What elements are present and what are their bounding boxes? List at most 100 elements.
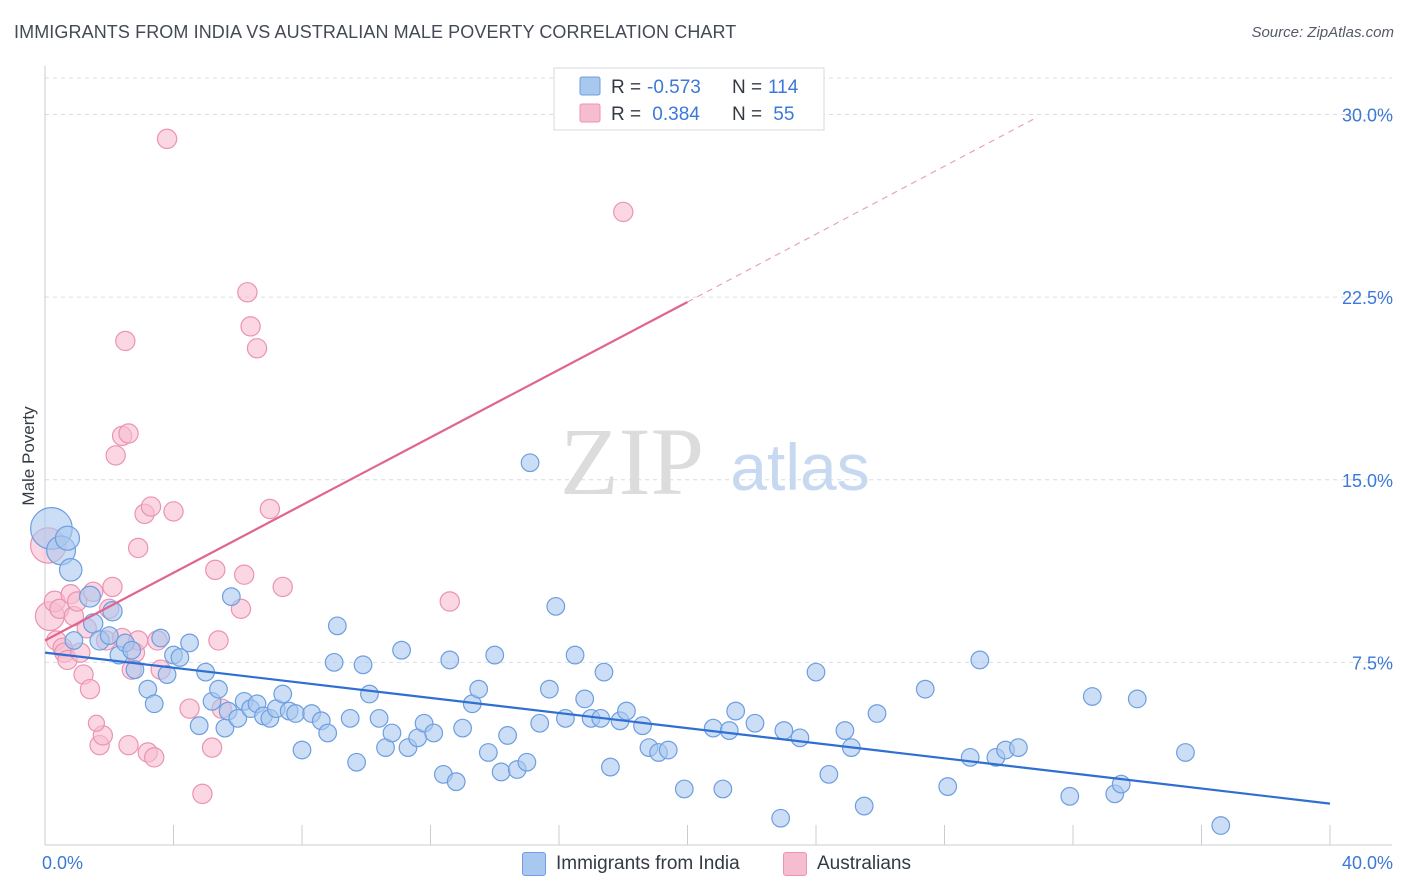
point-australians-41 bbox=[201, 737, 223, 758]
point-india-14 bbox=[151, 628, 171, 648]
point-australians-54 bbox=[87, 714, 106, 732]
legend-r-label-1: R = bbox=[611, 77, 641, 98]
point-australians-52 bbox=[439, 591, 460, 612]
point-india-26 bbox=[228, 708, 248, 728]
point-india-94 bbox=[835, 721, 855, 740]
x-tick-label-min: 0.0% bbox=[42, 853, 83, 873]
point-india-5 bbox=[82, 613, 104, 634]
chart-source: Source: ZipAtlas.com bbox=[1251, 24, 1394, 41]
point-india-46 bbox=[369, 708, 389, 728]
point-india-4 bbox=[78, 585, 101, 608]
point-australians-46 bbox=[233, 564, 255, 585]
point-india-65 bbox=[517, 752, 537, 772]
point-india-109 bbox=[1127, 689, 1147, 709]
point-india-59 bbox=[469, 679, 489, 699]
point-india-82 bbox=[658, 740, 678, 760]
point-australians-42 bbox=[205, 559, 226, 581]
point-india-79 bbox=[633, 716, 652, 736]
data-points bbox=[30, 128, 1231, 835]
point-india-13 bbox=[144, 694, 164, 714]
legend-n-label-1: N = bbox=[732, 77, 762, 98]
legend-r-value-1: -0.573 bbox=[647, 77, 701, 98]
legend-swatch-blue bbox=[579, 76, 601, 96]
point-india-25 bbox=[221, 587, 241, 607]
legend-n-label-2: N = bbox=[732, 104, 762, 125]
point-australians-34 bbox=[144, 747, 165, 768]
point-india-35 bbox=[286, 704, 305, 723]
point-india-88 bbox=[745, 713, 765, 733]
watermark-atlas: atlas bbox=[730, 430, 869, 504]
point-india-2 bbox=[54, 525, 81, 551]
y-tick-label-3: 30.0% bbox=[1342, 106, 1393, 126]
tick-labels: 7.5% 15.0% 22.5% 30.0% 0.0% 40.0% bbox=[42, 106, 1393, 873]
point-australians-50 bbox=[259, 498, 281, 520]
point-india-104 bbox=[1008, 738, 1028, 758]
point-australians-53 bbox=[613, 201, 634, 223]
point-australians-37 bbox=[156, 128, 178, 150]
legend-r-value-2: 0.384 bbox=[647, 104, 700, 125]
trendline-australians-extension bbox=[687, 116, 1038, 303]
bottom-legend-swatch-pink bbox=[783, 852, 807, 876]
point-india-105 bbox=[1060, 786, 1080, 806]
x-tick-label-max: 40.0% bbox=[1342, 853, 1393, 873]
legend-r-label-2: R = bbox=[611, 104, 641, 125]
bottom-legend-label-india: Immigrants from India bbox=[556, 853, 740, 874]
point-australians-20 bbox=[102, 576, 123, 598]
y-tick-label-2: 22.5% bbox=[1342, 288, 1393, 308]
y-tick-label-0: 7.5% bbox=[1352, 653, 1393, 673]
point-india-92 bbox=[806, 662, 826, 682]
y-tick-label-1: 15.0% bbox=[1342, 471, 1393, 491]
y-axis-label: Male Poverty bbox=[19, 406, 38, 506]
point-india-19 bbox=[189, 716, 209, 736]
point-australians-14 bbox=[79, 678, 101, 700]
point-india-84 bbox=[703, 718, 723, 738]
point-india-22 bbox=[209, 679, 228, 699]
point-india-100 bbox=[960, 747, 980, 767]
watermark-zip: ZIP bbox=[560, 408, 704, 515]
point-india-39 bbox=[318, 723, 338, 743]
point-india-66 bbox=[520, 453, 540, 473]
point-india-15 bbox=[157, 665, 177, 684]
bottom-legend-label-australians: Australians bbox=[817, 853, 911, 874]
point-india-48 bbox=[382, 723, 402, 743]
trendline-australians bbox=[44, 301, 689, 642]
point-india-43 bbox=[347, 752, 367, 772]
point-india-91 bbox=[790, 728, 810, 748]
point-india-18 bbox=[180, 633, 199, 653]
point-australians-43 bbox=[208, 630, 229, 651]
point-india-99 bbox=[938, 777, 958, 796]
point-india-62 bbox=[491, 762, 511, 782]
point-india-111 bbox=[1211, 816, 1231, 835]
point-india-41 bbox=[327, 616, 347, 636]
point-india-60 bbox=[478, 743, 498, 762]
axes bbox=[44, 66, 1392, 846]
point-australians-40 bbox=[192, 783, 213, 805]
point-india-57 bbox=[453, 718, 473, 738]
point-india-68 bbox=[539, 679, 559, 699]
point-india-76 bbox=[601, 757, 620, 777]
point-india-63 bbox=[498, 726, 518, 745]
point-india-98 bbox=[915, 679, 935, 699]
watermark: ZIP atlas bbox=[560, 408, 870, 515]
point-australians-24 bbox=[115, 330, 136, 352]
point-australians-49 bbox=[246, 338, 268, 359]
point-india-36 bbox=[292, 740, 312, 760]
point-australians-21 bbox=[105, 445, 126, 466]
point-india-33 bbox=[273, 684, 293, 704]
legend-n-value-2: 55 bbox=[768, 104, 794, 125]
trend-lines bbox=[44, 116, 1331, 805]
point-india-17 bbox=[170, 648, 190, 667]
point-india-83 bbox=[674, 779, 694, 799]
point-india-78 bbox=[617, 701, 636, 721]
point-india-106 bbox=[1082, 687, 1102, 706]
point-india-53 bbox=[424, 723, 444, 743]
point-india-45 bbox=[360, 684, 379, 704]
point-india-55 bbox=[440, 650, 460, 670]
point-india-10 bbox=[122, 640, 142, 660]
bottom-legend: Immigrants from India Australians bbox=[0, 852, 1406, 878]
point-india-40 bbox=[324, 652, 344, 672]
point-india-71 bbox=[565, 645, 585, 665]
point-india-96 bbox=[854, 796, 874, 816]
point-australians-39 bbox=[179, 698, 200, 719]
point-india-75 bbox=[594, 662, 614, 682]
